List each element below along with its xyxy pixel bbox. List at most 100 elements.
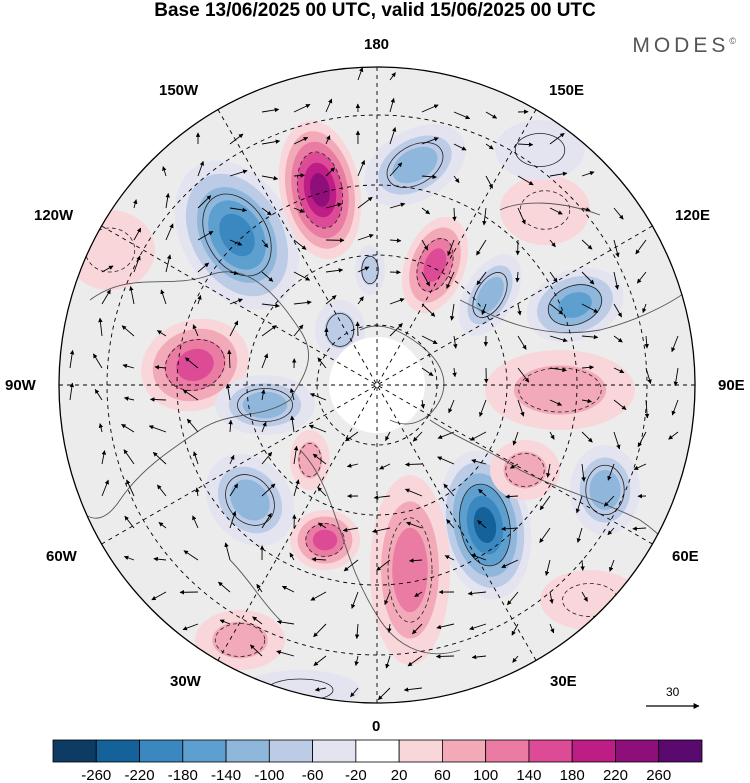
wind-vector [409, 558, 423, 563]
wind-vector [575, 495, 583, 514]
wind-vector [293, 479, 300, 497]
wind-vector [603, 495, 615, 507]
colorbar-swatch [182, 739, 227, 763]
wind-vector [613, 207, 624, 220]
wind-vector [517, 303, 522, 316]
wind-vector [644, 335, 649, 349]
wind-vector [481, 303, 487, 316]
wind-vector [133, 227, 142, 241]
wind-vector [357, 196, 373, 209]
colorbar-tick-label: -220 [125, 767, 155, 783]
wind-vector [444, 555, 455, 561]
wind-vector [343, 559, 359, 572]
wind-vector [317, 486, 327, 497]
wind-vector [195, 487, 200, 497]
anomaly-cell [570, 445, 640, 535]
wind-vector [229, 207, 247, 213]
wind-vector [184, 357, 199, 369]
colorbar-tick-label: 100 [473, 767, 498, 783]
wind-vector [261, 353, 269, 369]
brand-text: MODES [632, 34, 730, 57]
anomaly-contour-fill [219, 213, 255, 257]
wind-vector [549, 431, 555, 440]
wind-vector [325, 268, 344, 273]
wind-vector [505, 494, 519, 499]
anomaly-contour-fill [312, 529, 338, 551]
wind-vector [197, 160, 205, 177]
coastline [459, 279, 695, 334]
wind-vector [671, 335, 679, 353]
wind-vector [229, 320, 239, 337]
wind-vector [379, 463, 391, 470]
wind-vector [101, 479, 109, 497]
wind-vector [467, 591, 487, 596]
wind-vector [509, 463, 519, 469]
wind-vector [325, 167, 335, 177]
wind-vector [182, 389, 199, 401]
wind-vector [357, 67, 364, 81]
geopotential-contour [585, 464, 625, 516]
wind-vector [549, 623, 555, 634]
colorbar-tick-label: -180 [168, 767, 198, 783]
wind-vector [549, 591, 554, 604]
wind-vector [404, 462, 423, 467]
wind-vector [354, 623, 360, 640]
wind-vector [470, 431, 487, 441]
wind-vector [448, 399, 455, 414]
wind-vector [354, 655, 359, 666]
wind-vector [261, 303, 280, 308]
wind-vector [290, 415, 295, 433]
wind-vector [218, 581, 231, 593]
wind-vector [609, 559, 615, 572]
wind-vector [389, 238, 402, 243]
wind-vector [151, 591, 167, 601]
wind-vector [260, 389, 266, 401]
graticule [59, 67, 695, 703]
wind-vector [325, 202, 343, 209]
wind-vector [607, 463, 615, 481]
geopotential-contour [386, 142, 444, 188]
wind-vector [373, 495, 391, 500]
wind-vector [437, 456, 455, 465]
wind-vector [517, 335, 527, 350]
wind-vector [437, 431, 455, 439]
colorbar-ticks: -260 -220 -180 -140 -100 -60 -20 20 60 100 140 180 2… [81, 767, 671, 783]
wind-vector [261, 421, 267, 433]
map-border [58, 66, 696, 704]
anomaly-cell [290, 430, 330, 490]
anomaly-contour-fill [558, 292, 592, 318]
geopotential-contour [519, 190, 571, 230]
anomaly-contour-fill [500, 175, 590, 245]
wind-vector [310, 591, 327, 601]
wind-vector [576, 527, 583, 543]
wind-vector [325, 135, 331, 145]
wind-vector [293, 445, 299, 465]
wind-vector [193, 451, 199, 465]
wind-vector [403, 687, 423, 692]
longitude-label-30e: 30E [550, 673, 577, 690]
latitude-circle [106, 114, 648, 656]
wind-vector [324, 327, 329, 337]
wind-vector [350, 687, 359, 698]
anomaly-contour-fill [476, 276, 504, 314]
colorbar-tick-label: 140 [516, 767, 541, 783]
wind-vector [642, 303, 647, 314]
wind-vector [507, 591, 519, 606]
longitude-label-150e: 150E [549, 82, 585, 99]
wind-vector [485, 175, 493, 189]
latitude-circle [176, 184, 578, 586]
wind-vector [197, 195, 212, 209]
wind-vector [160, 289, 167, 305]
map-title: Base 13/06/2025 00 UTC, valid 15/06/2025… [154, 0, 596, 21]
geopotential-contour [202, 193, 272, 277]
wind-vector [126, 479, 135, 497]
wind-vector [219, 619, 231, 625]
anomaly-contour-fill [513, 365, 607, 415]
wind-vector [153, 556, 167, 562]
wind-vector [549, 399, 563, 406]
geopotential-contour [472, 272, 508, 318]
wind-vector [317, 357, 327, 369]
wind-vector [93, 353, 103, 369]
colorbar-swatches [52, 739, 703, 763]
